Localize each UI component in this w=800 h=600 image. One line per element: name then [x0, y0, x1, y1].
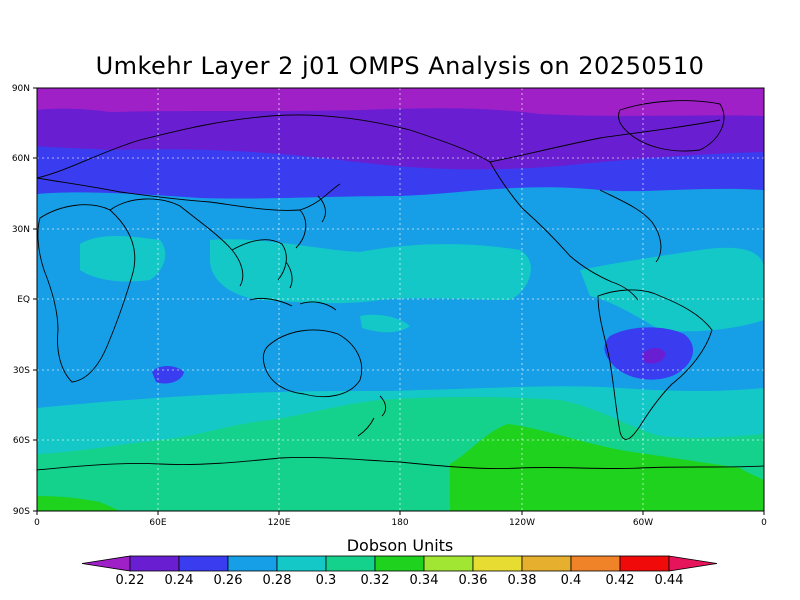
field-band-030-tropical-3 — [580, 247, 764, 332]
lon-tick-label: 120W — [509, 518, 535, 528]
lon-tick-marks — [36, 511, 765, 515]
lon-tick-labels: 0 60E 120E 180 120W 60W 0 — [34, 518, 767, 528]
colorbar-arrow-low — [81, 555, 131, 572]
ozone-field — [37, 88, 764, 511]
field-band-030-tropical-2 — [80, 236, 166, 282]
colorbar-swatch — [276, 555, 327, 572]
colorbar-swatch — [374, 555, 425, 572]
colorbar-level-label: 0.42 — [606, 573, 635, 588]
colorbar-level-label: 0.38 — [508, 573, 537, 588]
colorbar-swatch — [619, 555, 670, 572]
colorbar-swatch — [423, 555, 474, 572]
colorbar-level-label: 0.3 — [316, 573, 337, 588]
lat-tick-label: EQ — [17, 295, 30, 305]
lon-tick-label: 60E — [149, 518, 166, 528]
lat-tick-label: 60N — [12, 154, 30, 164]
colorbar-level-label: 0.44 — [655, 573, 684, 588]
lat-tick-marks — [33, 87, 37, 512]
field-band-026-indian — [152, 366, 184, 384]
colorbar-swatch — [129, 555, 180, 572]
colorbar-level-label: 0.36 — [459, 573, 488, 588]
gridlines — [37, 88, 764, 511]
coastlines — [37, 100, 764, 471]
colorbar-title: Dobson Units — [346, 536, 454, 555]
lat-tick-labels: 90N 60N 30N EQ 30S 60S 90S — [12, 84, 30, 517]
lon-tick-label: 0 — [34, 518, 40, 528]
colorbar-level-label: 0.28 — [263, 573, 292, 588]
lat-tick-label: 30S — [13, 366, 30, 376]
lon-tick-label: 120E — [268, 518, 291, 528]
lat-tick-label: 90S — [13, 507, 30, 517]
colorbar-level-label: 0.4 — [561, 573, 582, 588]
colorbar-swatch — [227, 555, 278, 572]
lon-tick-label: 0 — [761, 518, 767, 528]
colorbar: 0.22 0.24 0.26 0.28 0.3 0.32 0.34 0.36 0.38 0.4 0.… — [81, 555, 718, 588]
colorbar-level-label: 0.32 — [361, 573, 390, 588]
field-band-024-samerica — [642, 348, 666, 364]
colorbar-arrow-high — [668, 555, 718, 572]
colorbar-swatch — [521, 555, 572, 572]
field-band-022-north — [37, 88, 764, 116]
colorbar-swatch — [472, 555, 523, 572]
lat-tick-label: 60S — [13, 436, 30, 446]
colorbar-swatch — [570, 555, 621, 572]
colorbar-swatch — [178, 555, 229, 572]
field-band-030-tropical-4 — [360, 314, 410, 333]
lon-tick-label: 60W — [633, 518, 653, 528]
lat-tick-label: 30N — [12, 225, 30, 235]
field-band-034-south-west — [37, 496, 120, 511]
colorbar-level-label: 0.24 — [165, 573, 194, 588]
field-band-034-south — [450, 424, 764, 511]
map-title: Umkehr Layer 2 j01 OMPS Analysis on 2025… — [95, 52, 705, 80]
colorbar-level-label: 0.26 — [214, 573, 243, 588]
colorbar-level-label: 0.22 — [116, 573, 145, 588]
colorbar-swatch — [325, 555, 376, 572]
colorbar-level-label: 0.34 — [410, 573, 439, 588]
lat-tick-label: 90N — [12, 84, 30, 94]
lon-tick-label: 180 — [391, 518, 408, 528]
